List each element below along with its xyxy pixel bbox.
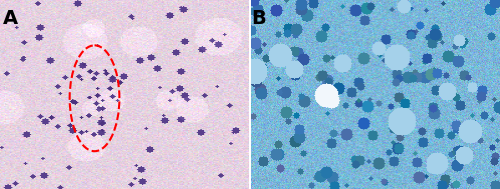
Text: B: B <box>251 9 266 29</box>
Text: A: A <box>2 9 18 29</box>
